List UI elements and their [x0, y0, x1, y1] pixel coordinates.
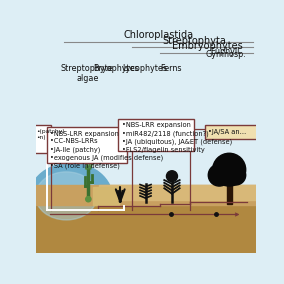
Circle shape — [86, 197, 91, 202]
FancyBboxPatch shape — [32, 125, 51, 153]
Text: •(patchy)
•n): •(patchy) •n) — [36, 129, 64, 140]
Text: Euphyll.: Euphyll. — [210, 47, 242, 56]
Text: Embryophytes: Embryophytes — [172, 41, 243, 51]
Bar — [227, 185, 232, 204]
FancyBboxPatch shape — [47, 127, 127, 163]
Text: Bryophytes: Bryophytes — [93, 64, 139, 73]
Text: Streptophyta: Streptophyta — [162, 36, 226, 46]
Text: •NBS-LRR expansion
•miR482/2118 (function?)
•JA (ubiquitous), JA&ET (defense)
•F: •NBS-LRR expansion •miR482/2118 (functio… — [122, 122, 232, 153]
Text: Ferns: Ferns — [160, 64, 181, 73]
Bar — [99, 185, 256, 200]
Polygon shape — [93, 187, 119, 205]
Circle shape — [226, 165, 246, 185]
Circle shape — [166, 171, 178, 182]
Circle shape — [119, 201, 121, 202]
Circle shape — [213, 153, 246, 186]
Text: Streptophyte
algae: Streptophyte algae — [61, 64, 114, 83]
Text: Chloroplastida: Chloroplastida — [124, 30, 194, 40]
Text: Gymnosp.: Gymnosp. — [206, 51, 246, 59]
Bar — [36, 185, 256, 205]
Text: •NBS-LRR expansion
•CC-NBS-LRRs
•JA-Ile (patchy)
•exogenous JA (modifies defense: •NBS-LRR expansion •CC-NBS-LRRs •JA-Ile … — [51, 131, 164, 169]
Circle shape — [215, 156, 235, 176]
FancyBboxPatch shape — [118, 119, 194, 151]
Text: Lycophytes: Lycophytes — [122, 64, 167, 73]
Ellipse shape — [29, 163, 112, 233]
FancyBboxPatch shape — [205, 125, 259, 139]
Ellipse shape — [36, 172, 97, 220]
Circle shape — [208, 164, 230, 186]
Text: •JA/SA an…: •JA/SA an… — [208, 129, 247, 135]
Bar — [36, 194, 256, 253]
